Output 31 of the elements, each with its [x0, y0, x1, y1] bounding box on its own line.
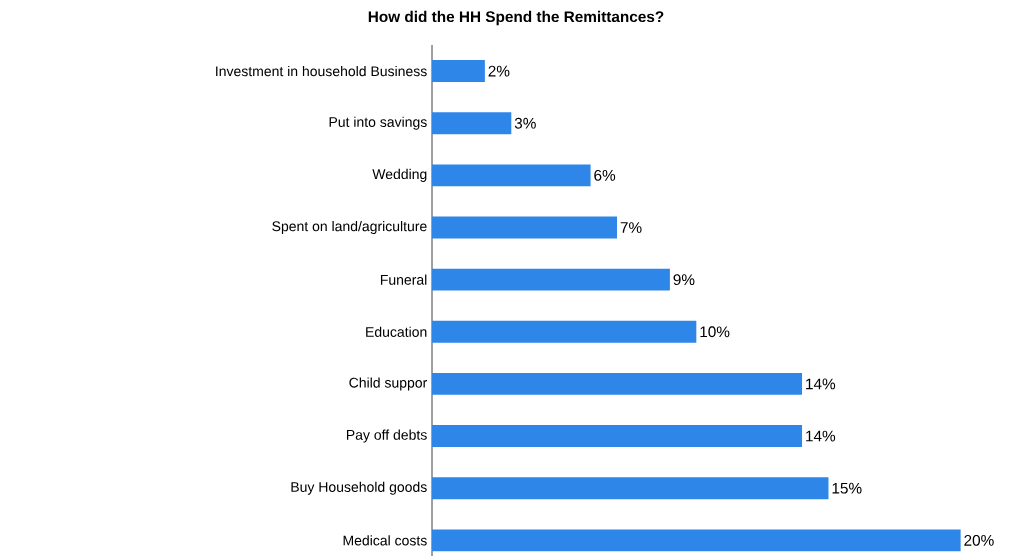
data-label: 14%: [806, 378, 836, 390]
data-label: 15%: [832, 482, 862, 494]
bar: [432, 112, 512, 135]
y-tick-label: Education: [366, 326, 427, 337]
bar: [432, 529, 961, 552]
data-label: 2%: [488, 65, 510, 77]
data-label: 14%: [806, 430, 836, 442]
bar: [432, 60, 485, 83]
y-tick-label: Child suppor: [349, 377, 428, 391]
data-label: 7%: [620, 222, 642, 233]
bar: [432, 477, 829, 500]
bar: [432, 425, 803, 448]
y-tick-label: Pay off debts: [346, 429, 427, 443]
y-tick-label: Buy Household goods: [291, 481, 427, 495]
y-tick-label: Wedding: [372, 168, 427, 182]
y-tick-label: Funeral: [380, 274, 427, 285]
data-label: 10%: [700, 326, 730, 338]
y-tick-label: Medical costs: [343, 535, 427, 546]
bar: [432, 268, 670, 291]
data-label: 20%: [964, 534, 994, 546]
bar: [432, 372, 803, 395]
bar: [432, 164, 591, 187]
data-label: 9%: [673, 274, 695, 286]
y-tick-label: Put into savings: [329, 116, 427, 130]
chart-title: How did the HH Spend the Remittances?: [368, 10, 664, 26]
bar: [432, 320, 697, 343]
data-label: 3%: [514, 117, 536, 129]
data-label: 6%: [594, 169, 616, 181]
y-tick-label: Investment in household Business: [216, 65, 427, 77]
bar: [432, 216, 618, 239]
y-tick-label: Spent on land/agriculture: [272, 220, 427, 235]
